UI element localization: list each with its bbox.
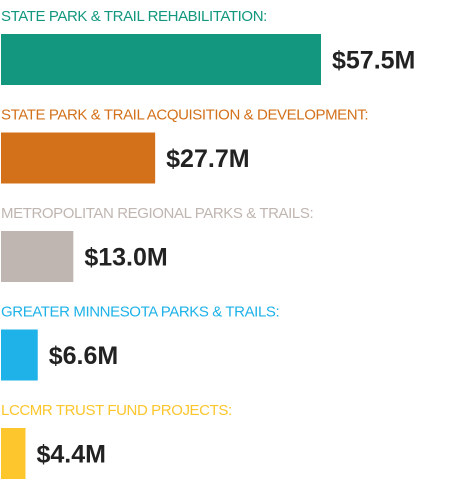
category-label: STATE PARK & TRAIL ACQUISITION & DEVELOP…	[1, 106, 368, 123]
category-label: LCCMR TRUST FUND PROJECTS:	[1, 402, 232, 419]
category-label: GREATER MINNESOTA PARKS & TRAILS:	[1, 303, 279, 320]
category-label: METROPOLITAN REGIONAL PARKS & TRAILS:	[1, 205, 313, 222]
bar	[1, 231, 74, 282]
bar	[1, 132, 156, 184]
category-label: STATE PARK & TRAIL REHABILITATION:	[1, 8, 267, 25]
bar	[1, 428, 26, 479]
value-label: $4.4M	[36, 441, 105, 469]
value-label: $6.6M	[49, 342, 118, 370]
bar	[1, 34, 321, 85]
bar	[1, 329, 38, 381]
value-label: $13.0M	[84, 244, 167, 272]
value-label: $27.7M	[166, 145, 249, 173]
value-label: $57.5M	[332, 47, 415, 75]
